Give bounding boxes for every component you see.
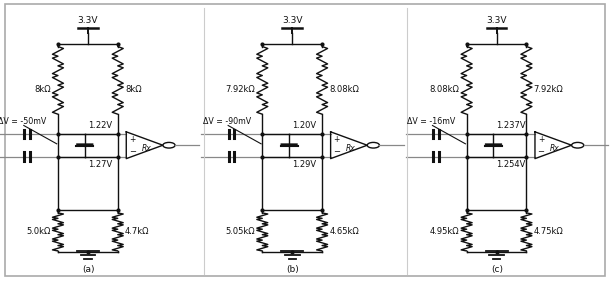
- Text: 8kΩ: 8kΩ: [125, 85, 142, 94]
- Text: 5.05kΩ: 5.05kΩ: [225, 228, 255, 236]
- Text: 3.3V: 3.3V: [282, 16, 303, 25]
- FancyBboxPatch shape: [5, 4, 605, 276]
- Text: −: −: [129, 147, 136, 156]
- Text: 8.08kΩ: 8.08kΩ: [329, 85, 359, 94]
- Text: ΔV = -16mV: ΔV = -16mV: [407, 117, 455, 126]
- Text: +: +: [538, 135, 544, 144]
- Text: 8kΩ: 8kΩ: [34, 85, 51, 94]
- Text: 3.3V: 3.3V: [486, 16, 507, 25]
- Text: +: +: [129, 135, 135, 144]
- Text: 3.3V: 3.3V: [77, 16, 98, 25]
- Text: 5.0kΩ: 5.0kΩ: [26, 228, 51, 236]
- Text: (c): (c): [491, 265, 503, 274]
- Text: 8.08kΩ: 8.08kΩ: [429, 85, 459, 94]
- Text: 1.254V: 1.254V: [497, 160, 526, 169]
- Text: Rx: Rx: [550, 144, 560, 153]
- Text: 7.92kΩ: 7.92kΩ: [534, 85, 564, 94]
- Text: 1.27V: 1.27V: [88, 160, 112, 169]
- Polygon shape: [281, 144, 298, 146]
- Text: 4.95kΩ: 4.95kΩ: [429, 228, 459, 236]
- Text: 7.92kΩ: 7.92kΩ: [225, 85, 255, 94]
- Text: ΔV = -90mV: ΔV = -90mV: [203, 117, 251, 126]
- Text: +: +: [334, 135, 340, 144]
- Text: Rx: Rx: [346, 144, 356, 153]
- Text: (a): (a): [82, 265, 95, 274]
- Text: 4.75kΩ: 4.75kΩ: [534, 228, 564, 236]
- Text: 1.20V: 1.20V: [292, 121, 317, 130]
- Text: 4.65kΩ: 4.65kΩ: [329, 228, 359, 236]
- Text: Rx: Rx: [142, 144, 151, 153]
- Text: −: −: [537, 147, 545, 156]
- Polygon shape: [485, 144, 502, 146]
- Polygon shape: [76, 144, 93, 146]
- Text: 1.22V: 1.22V: [88, 121, 112, 130]
- Text: ΔV = -50mV: ΔV = -50mV: [0, 117, 46, 126]
- Text: 1.29V: 1.29V: [292, 160, 317, 169]
- Text: 1.237V: 1.237V: [497, 121, 526, 130]
- Text: (b): (b): [287, 265, 299, 274]
- Text: 4.7kΩ: 4.7kΩ: [125, 228, 149, 236]
- Text: −: −: [333, 147, 340, 156]
